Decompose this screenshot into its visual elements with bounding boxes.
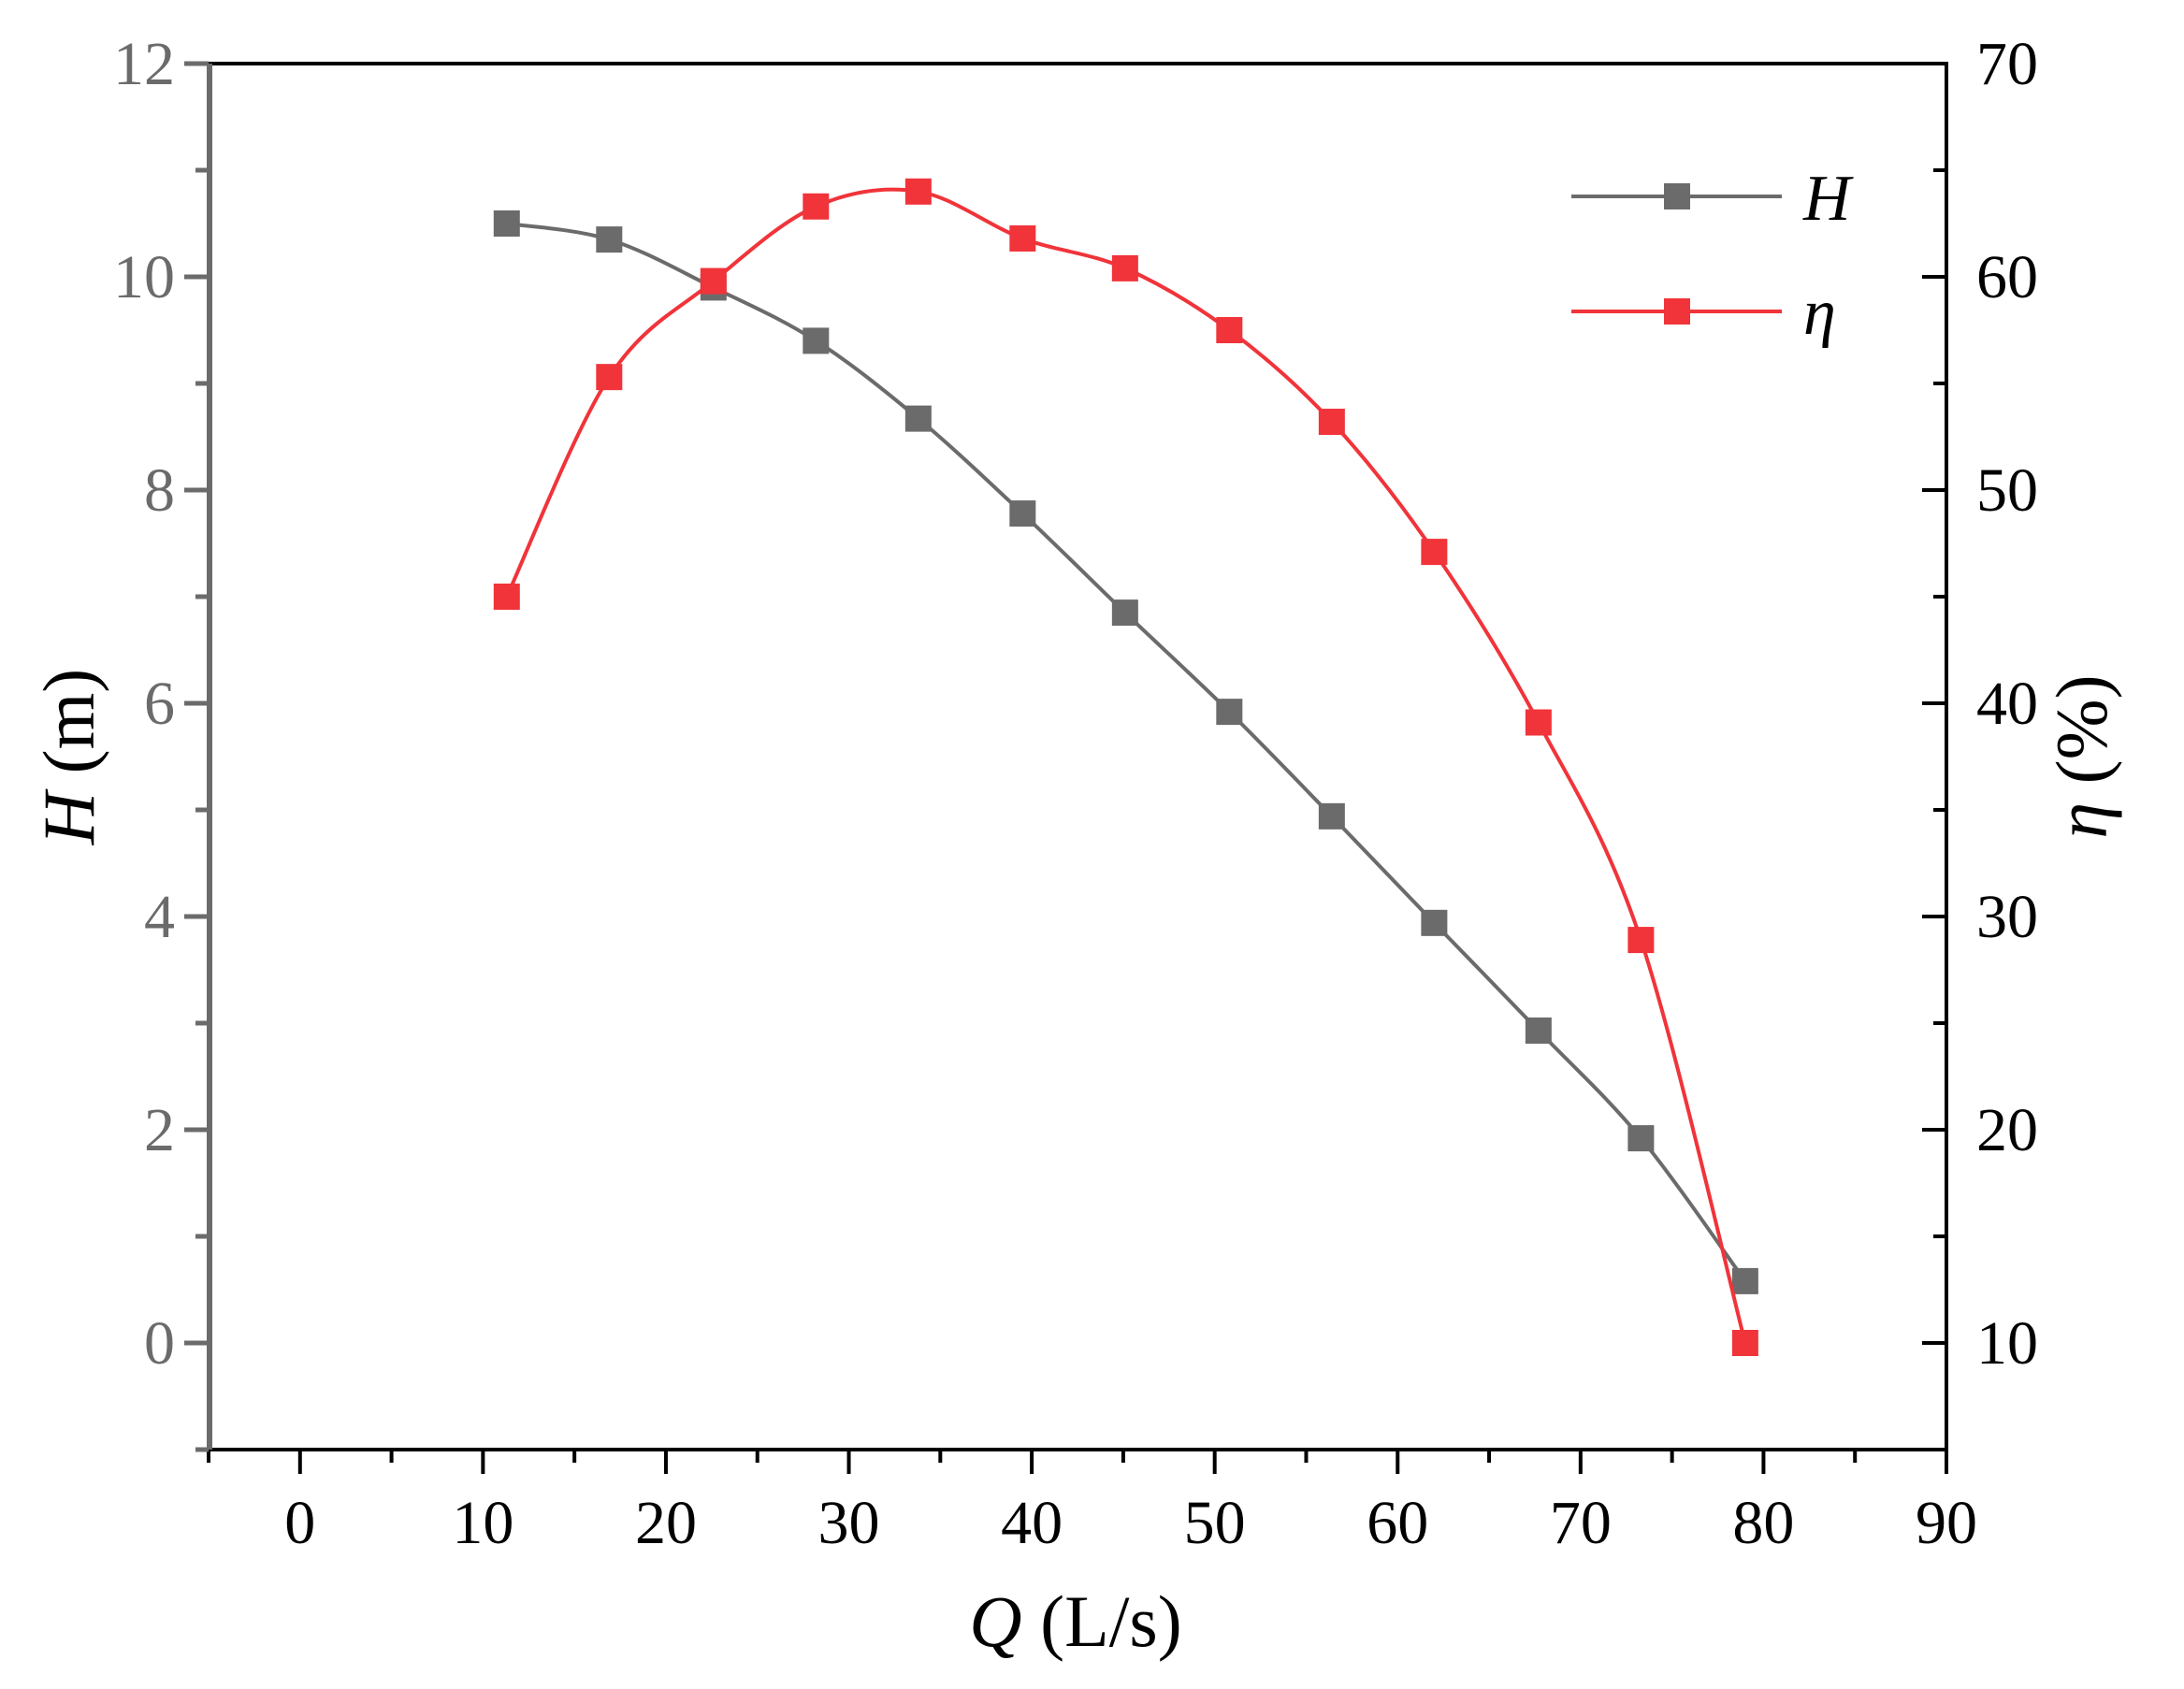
right-tick-label: 50 [1976,456,2038,525]
data-point-eta [493,584,520,610]
data-point-eta [1111,254,1138,282]
x-axis-var: Q [969,1581,1021,1662]
data-point-h [1216,699,1243,726]
series-line-eta [504,187,1747,1344]
data-point-eta [1009,224,1036,252]
data-point-eta [1421,539,1448,566]
left-axis-unit: (m) [28,669,109,774]
data-point-eta [1216,317,1243,343]
legend-label-eta: η [1803,277,1836,349]
data-point-h [1731,1267,1758,1294]
data-point-h [1627,1125,1655,1152]
data-point-h [493,210,520,237]
data-point-eta [803,193,830,220]
right-tick-label: 70 [1976,30,2038,98]
left-tick-label: 0 [144,1309,175,1378]
left-axis-line [207,64,212,1450]
data-point-eta [1731,1330,1758,1356]
left-tick-label: 4 [144,883,175,951]
series-line-h [506,222,1747,1283]
right-tick-label: 10 [1976,1309,2038,1378]
series-layer [493,178,1758,1356]
data-point-h [1009,500,1036,527]
x-tick-label: 30 [818,1489,880,1557]
x-axis-unit: (L/s) [1040,1581,1182,1662]
data-point-eta [700,267,727,295]
left-tick-label: 10 [113,243,175,311]
left-tick-label: 6 [144,670,175,738]
left-axis-title: H (m) [28,669,109,845]
x-tick-label: 50 [1184,1489,1246,1557]
right-tick-label: 30 [1976,883,2038,951]
left-tick-label: 2 [144,1096,175,1164]
right-tick-label: 60 [1976,243,2038,311]
legend-label-h: H [1802,163,1854,235]
legend-marker-eta [1664,298,1690,325]
x-tick-label: 70 [1550,1489,1612,1557]
left-axis-ticks: 0 2 4 6 8 10 12 [113,30,209,1452]
data-point-h [904,405,932,432]
right-axis-ticks: 10 20 30 40 50 60 70 [1922,30,2038,1451]
x-axis-ticks: 0 10 20 30 40 50 60 70 80 90 [207,1450,1977,1557]
left-tick-label: 12 [113,30,175,98]
x-tick-label: 60 [1367,1489,1428,1557]
right-tick-label: 40 [1976,670,2038,738]
x-tick-label: 40 [1001,1489,1063,1557]
left-axis-var: H [28,788,109,845]
data-point-eta [1318,409,1345,436]
legend-marker-h [1664,183,1690,209]
x-tick-label: 80 [1732,1489,1794,1557]
data-point-eta [1627,927,1655,954]
data-point-h [1421,909,1448,936]
data-point-eta [1525,709,1552,736]
x-tick-label: 10 [452,1489,513,1557]
data-point-h [1111,599,1138,627]
data-point-h [596,226,623,253]
x-tick-label: 90 [1916,1489,1977,1557]
data-point-eta [904,178,932,205]
right-axis-var: η [2041,802,2122,839]
legend: H η [1571,163,1854,349]
data-point-h [803,327,830,354]
right-axis-title: η (%) [2041,674,2122,838]
data-point-h [1525,1017,1552,1044]
right-tick-label: 20 [1976,1096,2038,1164]
data-point-h [1318,802,1345,830]
x-axis-title: Q (L/s) [969,1581,1181,1662]
plot-frame [207,62,1948,1451]
x-tick-label: 0 [284,1489,315,1557]
right-axis-unit: (%) [2041,674,2122,784]
data-point-eta [596,364,623,391]
left-tick-label: 8 [144,456,175,525]
x-tick-label: 20 [635,1489,697,1557]
